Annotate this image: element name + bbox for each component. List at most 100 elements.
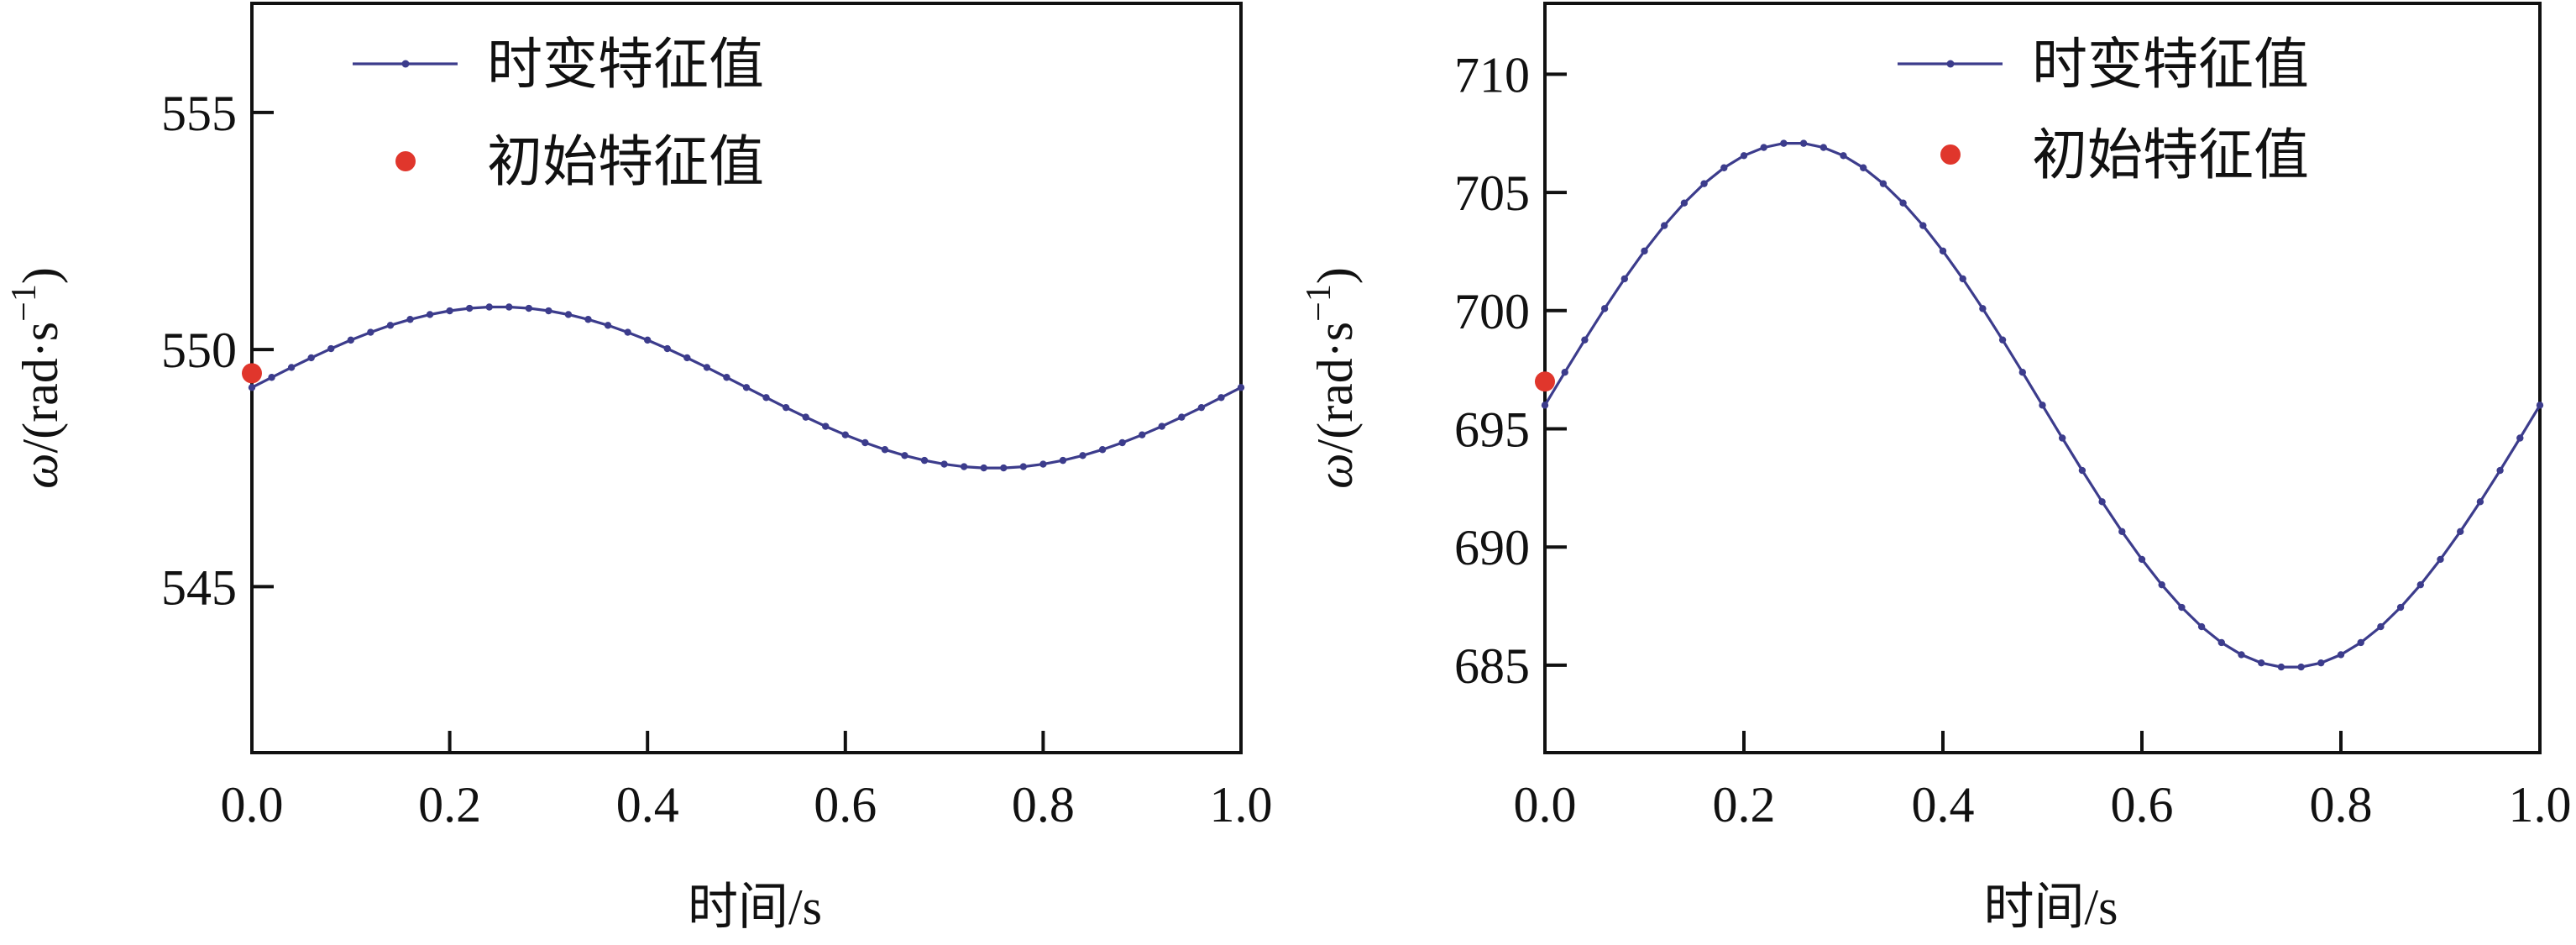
series-marker-time-varying [1079,452,1086,459]
series-marker-time-varying [2059,434,2066,442]
series-marker-time-varying [1720,164,1728,171]
series-marker-time-varying [2337,651,2345,659]
series-marker-time-varying [1780,139,1788,147]
legend-swatch-point [1940,144,1961,165]
series-marker-time-varying [1879,180,1887,187]
series-marker-time-varying [1799,139,1808,147]
series-marker-time-varying [1237,384,1245,391]
x-axis-title: 时间/s [688,879,822,935]
series-marker-time-varying [841,431,849,438]
series-marker-time-varying [1979,305,1987,312]
legend-swatch-marker [1946,60,1955,68]
series-marker-time-varying [1000,464,1008,472]
series-marker-time-varying [1939,247,1947,255]
series-marker-time-varying [1139,431,1146,438]
series-marker-time-varying [881,446,889,454]
series-marker-time-varying [2357,638,2364,647]
series-marker-time-varying [2238,651,2245,659]
series-marker-time-varying [604,322,612,329]
series-marker-time-varying [465,304,474,312]
series-marker-time-varying [1118,438,1126,447]
series-marker-time-varying [2098,498,2106,506]
series-marker-time-varying [901,452,908,459]
series-marker-time-varying [624,328,631,336]
chart-panel-left: 0.0 0.2 0.4 0.6 0.8 1.0 545 550 555 时间/s ω/(rad·s−… [5,2,1273,935]
series-marker-time-varying [663,344,671,353]
series-marker-time-varying [1581,336,1589,344]
series-marker-time-varying [1959,275,1966,283]
series-marker-time-varying [1561,369,1568,376]
series-marker-time-varying [2377,622,2385,631]
series-marker-time-varying [2197,622,2206,631]
series-marker-time-varying [307,354,315,362]
legend-label: 初始特征值 [487,129,764,194]
plot-frame [250,2,1243,754]
series-marker-time-varying [762,394,770,402]
series-marker-time-varying [2217,638,2225,647]
series-marker-time-varying [1840,152,1847,160]
y-tick-label: 710 [1454,47,1530,102]
series-marker-time-varying [2178,603,2186,612]
series-marker-time-varying [2516,434,2524,442]
x-tick-label: 1.0 [2509,777,2572,832]
series-marker-time-varying [287,364,296,371]
series-marker-time-varying [584,316,592,323]
series-marker-time-varying [248,384,256,391]
legend-label: 时变特征值 [487,32,764,97]
y-tick-label: 690 [1454,520,1530,575]
initial-eigenvalue-point [1535,371,1555,392]
x-tick-label: 0.4 [1912,777,1975,832]
y-axis-title: ω/(rad·s−1) [1300,267,1363,489]
series-marker-time-varying [1197,403,1206,412]
y-tick-label: 700 [1454,284,1530,339]
series-marker-time-varying [782,403,790,412]
series-marker-time-varying [1998,336,2007,344]
y-tick-label: 550 [161,323,237,378]
y-tick-label: 685 [1454,638,1530,694]
series-marker-time-varying [940,460,948,468]
series-marker-time-varying [2277,663,2285,671]
series-marker-time-varying [980,464,987,472]
series-marker-time-varying [1059,456,1067,465]
x-axis-title: 时间/s [1983,879,2118,935]
legend-swatch-point [395,151,416,171]
series-marker-time-varying [1680,199,1689,207]
y-tick-label: 705 [1454,165,1530,221]
series-marker-time-varying [2297,663,2305,671]
series-marker-time-varying [2416,580,2424,589]
series-marker-time-varying [347,336,354,344]
series-marker-time-varying [1098,446,1107,454]
y-axis-title: ω/(rad·s−1) [5,267,68,489]
x-tick-label: 0.4 [616,777,679,832]
series-marker-time-varying [683,354,691,362]
y-axis-unit: /(rad·s [13,322,68,454]
series-marker-time-varying [367,328,374,336]
series-marker-time-varying [2078,466,2086,475]
series-marker-time-varying [742,384,751,391]
y-tick-label: 545 [161,559,237,615]
series-marker-time-varying [1217,394,1225,402]
series-marker-time-varying [802,413,809,421]
legend-label: 初始特征值 [2032,123,2309,187]
y-axis-close: ) [13,267,68,284]
series-marker-time-varying [545,307,552,315]
series-marker-time-varying [703,364,711,371]
series-marker-time-varying [1178,413,1186,421]
y-axis-symbol: ω [1307,453,1363,488]
series-marker-time-varying [2496,466,2504,475]
series-marker-time-varying [822,423,830,430]
legend-label: 时变特征值 [2032,32,2309,97]
x-tick-label: 0.2 [1713,777,1776,832]
series-marker-time-varying [525,304,533,312]
series-marker-time-varying [505,303,513,311]
series-marker-time-varying [426,311,434,318]
series-marker-time-varying [268,374,275,381]
series-marker-time-varying [960,463,968,470]
x-tick-label: 0.0 [1514,777,1577,832]
series-marker-time-varying [723,374,730,381]
series-marker-time-varying [1620,275,1629,283]
y-axis-close: ) [1307,267,1363,284]
series-marker-time-varying [386,322,395,329]
